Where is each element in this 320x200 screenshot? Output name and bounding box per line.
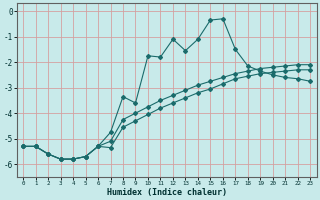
X-axis label: Humidex (Indice chaleur): Humidex (Indice chaleur)	[107, 188, 227, 197]
